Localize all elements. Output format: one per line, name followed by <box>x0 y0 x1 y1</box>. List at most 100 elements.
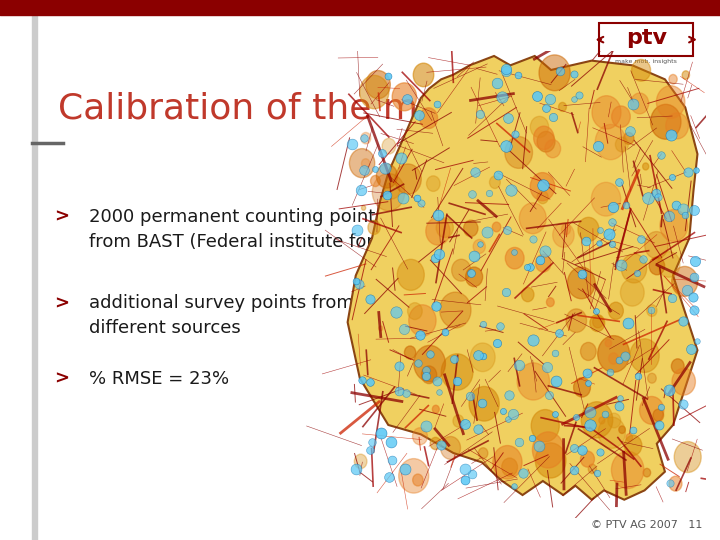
Point <box>666 294 678 303</box>
Circle shape <box>616 137 629 152</box>
Point <box>581 369 593 377</box>
Circle shape <box>531 409 559 442</box>
Circle shape <box>382 138 396 154</box>
Point <box>547 112 559 121</box>
Point <box>606 218 618 226</box>
Point <box>430 301 441 310</box>
Point <box>351 226 362 235</box>
Point <box>431 376 443 385</box>
Point <box>411 193 423 202</box>
Circle shape <box>592 96 621 129</box>
Point <box>615 261 626 269</box>
Circle shape <box>395 164 421 194</box>
Point <box>459 476 470 484</box>
Circle shape <box>413 474 423 486</box>
Text: % RMSE = 23%: % RMSE = 23% <box>89 370 229 388</box>
Circle shape <box>649 257 665 275</box>
Circle shape <box>651 104 681 139</box>
Circle shape <box>414 346 446 382</box>
Point <box>541 363 553 372</box>
Circle shape <box>612 106 630 127</box>
Point <box>501 226 513 235</box>
Point <box>688 272 700 281</box>
Circle shape <box>426 176 440 191</box>
Point <box>623 319 634 327</box>
Circle shape <box>546 298 554 307</box>
Circle shape <box>441 436 461 460</box>
Circle shape <box>621 279 644 306</box>
Point <box>570 413 582 422</box>
Circle shape <box>505 247 524 269</box>
Point <box>678 204 689 213</box>
Circle shape <box>608 413 621 428</box>
Circle shape <box>559 103 567 111</box>
Point <box>384 472 395 481</box>
Point <box>685 344 696 353</box>
Point <box>433 249 444 258</box>
Point <box>688 293 699 301</box>
Point <box>394 361 405 370</box>
Point <box>476 399 487 408</box>
Circle shape <box>469 387 499 421</box>
Circle shape <box>674 442 701 472</box>
Point <box>366 437 378 446</box>
Text: ptv: ptv <box>626 28 667 48</box>
Circle shape <box>366 71 390 99</box>
Point <box>613 178 624 186</box>
Point <box>498 407 509 415</box>
Circle shape <box>605 340 611 347</box>
Circle shape <box>502 458 518 476</box>
Point <box>549 410 561 418</box>
Point <box>420 372 431 381</box>
Point <box>554 67 566 76</box>
Circle shape <box>470 343 495 372</box>
Circle shape <box>464 220 478 237</box>
Circle shape <box>624 132 634 144</box>
Point <box>451 377 462 386</box>
Point <box>585 421 596 429</box>
Point <box>527 235 539 244</box>
Circle shape <box>517 363 549 400</box>
Point <box>573 90 585 99</box>
Point <box>527 336 539 345</box>
Circle shape <box>626 434 633 441</box>
Circle shape <box>441 354 473 390</box>
Circle shape <box>672 368 696 395</box>
Point <box>582 379 594 388</box>
Point <box>534 256 546 265</box>
Text: make mob. insights: make mob. insights <box>616 59 677 64</box>
Circle shape <box>593 316 603 328</box>
Point <box>356 376 368 384</box>
Point <box>503 414 514 423</box>
Circle shape <box>361 132 371 144</box>
Circle shape <box>421 366 437 383</box>
Point <box>568 70 580 79</box>
Point <box>513 71 524 79</box>
Point <box>459 464 471 473</box>
Point <box>449 355 460 363</box>
Point <box>415 199 427 207</box>
Point <box>355 186 366 194</box>
Circle shape <box>453 415 464 427</box>
Point <box>599 409 611 418</box>
Point <box>420 422 431 430</box>
Circle shape <box>657 86 685 118</box>
Point <box>439 328 451 336</box>
Circle shape <box>671 359 684 374</box>
Point <box>391 307 402 316</box>
Point <box>665 131 677 139</box>
Circle shape <box>669 476 682 491</box>
Point <box>549 349 561 357</box>
Point <box>681 286 693 294</box>
Point <box>624 127 636 136</box>
Circle shape <box>473 239 485 253</box>
Point <box>364 378 376 387</box>
Point <box>642 194 654 202</box>
FancyBboxPatch shape <box>599 23 693 56</box>
Point <box>467 190 478 198</box>
Point <box>690 165 701 174</box>
Point <box>474 109 486 118</box>
Circle shape <box>385 182 400 199</box>
Point <box>397 193 408 202</box>
Circle shape <box>545 140 561 158</box>
